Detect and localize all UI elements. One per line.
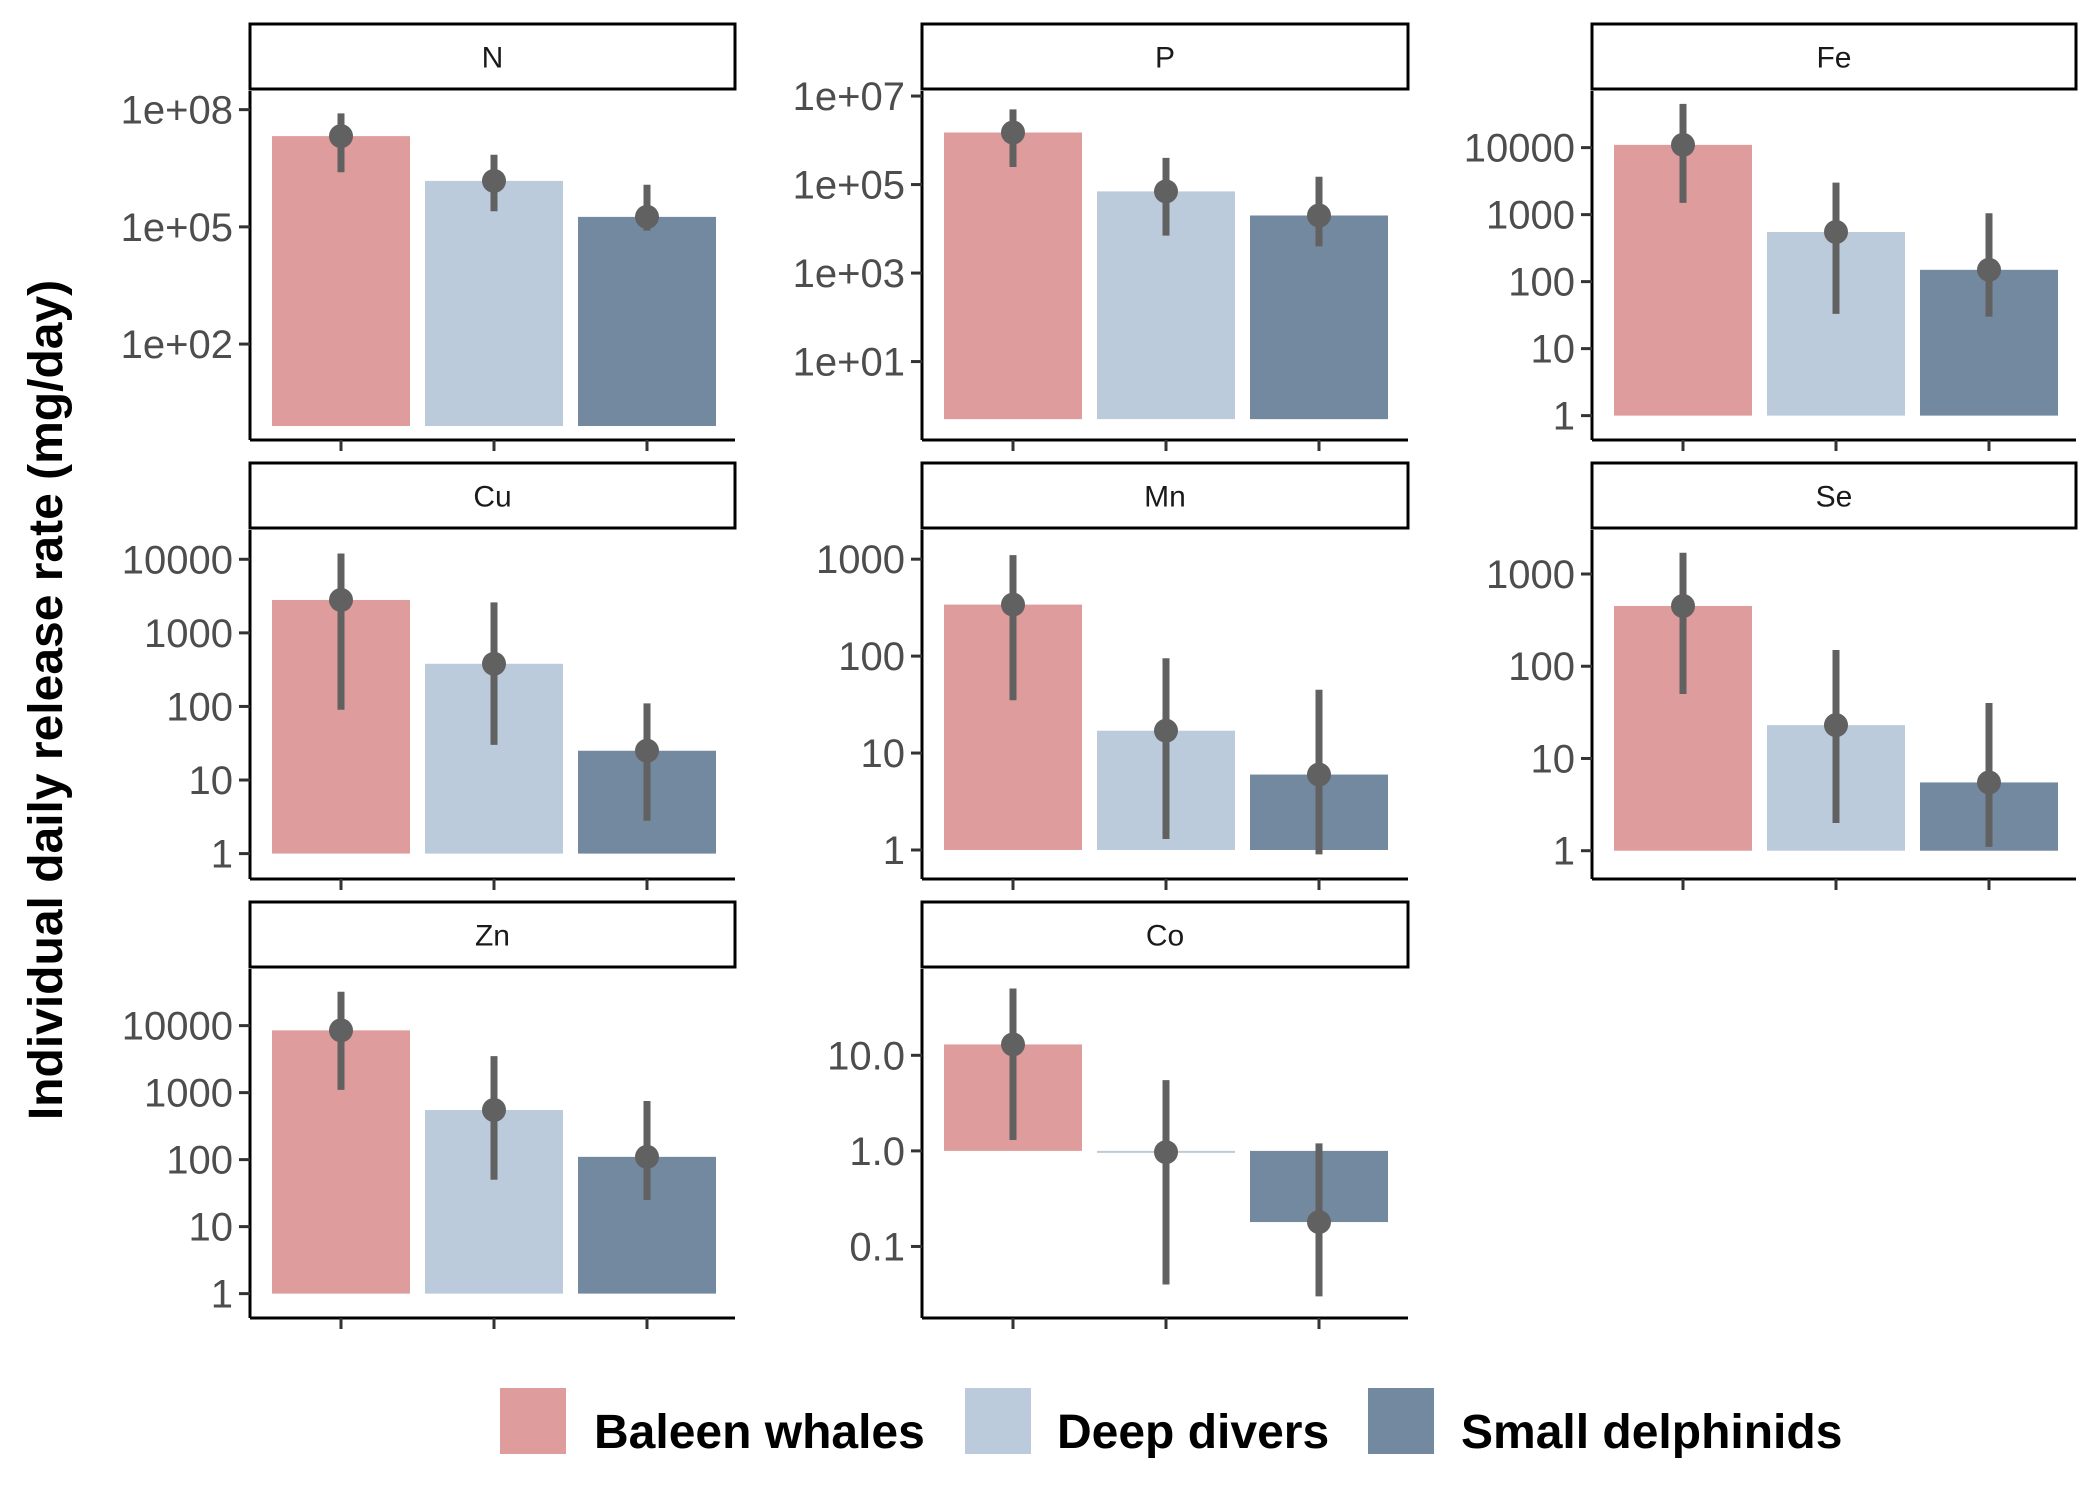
- panel-fe-y-tick-label: 100: [1508, 261, 1575, 305]
- panel-co-strip-label: Co: [1146, 920, 1184, 953]
- panel-se-point-small-delphinids: [1977, 770, 2001, 795]
- panel-p-point-deep-divers: [1154, 179, 1178, 204]
- panel-zn-point-deep-divers: [482, 1098, 506, 1123]
- legend-label-deep-divers: Deep divers: [1057, 1406, 1329, 1459]
- panel-cu-y-tick-label: 1000: [144, 612, 233, 656]
- panel-se-y-tick-label: 10: [1531, 737, 1576, 781]
- panel-co-strip: [920, 900, 1410, 969]
- legend-label-small-delphinids: Small delphinids: [1461, 1406, 1842, 1459]
- panel-cu-point-baleen-whales: [329, 587, 353, 612]
- panel-p-y-tick-label: 1e+01: [793, 341, 905, 385]
- panel-co-y-tick-label: 10.0: [827, 1034, 905, 1078]
- panel-cu-y-tick-label: 10000: [122, 538, 233, 582]
- panel-zn-y-tick-label: 1: [211, 1273, 233, 1317]
- panel-cu-point-small-delphinids: [635, 738, 659, 763]
- panel-p-point-baleen-whales: [1001, 120, 1025, 145]
- panel-zn-strip: [248, 900, 737, 969]
- panel-zn-y-tick-label: 1000: [144, 1072, 233, 1116]
- panel-co: Co 0.1 1.0 10.0: [827, 900, 1410, 1329]
- panels-layer: N 1e+02 1e+05 1e+08 P 1e+01 1e+03 1e+05 1e+07 Fe 1…: [121, 22, 2078, 1329]
- panel-fe-strip: [1590, 22, 2078, 91]
- panel-p: P 1e+01 1e+03 1e+05 1e+07: [793, 22, 1410, 451]
- panel-mn-strip: [920, 461, 1410, 530]
- panel-n-y-tick-label: 1e+05: [121, 206, 233, 250]
- panel-fe-point-baleen-whales: [1671, 132, 1695, 157]
- panel-co-y-tick-label: 0.1: [849, 1225, 905, 1269]
- panel-fe-point-small-delphinids: [1977, 257, 2001, 282]
- panel-n-point-small-delphinids: [635, 204, 659, 229]
- legend-key-deep-divers: [965, 1388, 1031, 1454]
- panel-co-point-small-delphinids: [1307, 1210, 1331, 1235]
- panel-mn-strip-label: Mn: [1144, 481, 1186, 514]
- panel-p-strip-label: P: [1155, 42, 1175, 75]
- panel-cu-y-tick-label: 1: [211, 833, 233, 877]
- panel-mn-point-small-delphinids: [1307, 762, 1331, 787]
- legend-key-baleen-whales: [500, 1388, 566, 1454]
- panel-p-bar-small-delphinids: [1250, 215, 1388, 420]
- panel-zn-point-small-delphinids: [635, 1144, 659, 1169]
- y-axis-title: Individual daily release rate (mg/day): [20, 280, 73, 1120]
- panel-fe-y-tick-label: 1000: [1486, 194, 1575, 238]
- panel-zn: Zn 1 10 100 1000 10000: [122, 900, 737, 1329]
- panel-zn-point-baleen-whales: [329, 1018, 353, 1043]
- panel-cu-y-tick-label: 10: [189, 759, 234, 803]
- panel-zn-y-tick-label: 10000: [122, 1005, 233, 1049]
- panel-n-strip-label: N: [482, 42, 504, 75]
- panel-mn-y-tick-label: 1000: [816, 538, 905, 582]
- panel-p-y-tick-label: 1e+07: [793, 75, 905, 119]
- panel-se-y-tick-label: 100: [1508, 645, 1575, 689]
- panel-fe-y-tick-label: 1: [1553, 395, 1575, 439]
- panel-n-y-tick-label: 1e+08: [121, 89, 233, 133]
- panel-p-bar-baleen-whales: [944, 132, 1082, 420]
- panel-zn-y-tick-label: 100: [166, 1139, 233, 1183]
- panel-se-strip-label: Se: [1816, 481, 1853, 514]
- panel-co-point-deep-divers: [1154, 1140, 1178, 1165]
- panel-se-point-deep-divers: [1824, 713, 1848, 738]
- panel-n-bar-baleen-whales: [272, 136, 410, 426]
- panel-mn-point-baleen-whales: [1001, 592, 1025, 617]
- panel-p-y-tick-label: 1e+05: [793, 164, 905, 208]
- panel-fe-y-tick-label: 10000: [1464, 127, 1575, 171]
- panel-fe: Fe 1 10 100 1000 10000: [1464, 22, 2078, 451]
- panel-mn: Mn 1 10 100 1000: [816, 461, 1410, 890]
- panel-se-y-tick-label: 1000: [1486, 553, 1575, 597]
- panel-n-strip: [248, 22, 737, 91]
- panel-co-point-baleen-whales: [1001, 1032, 1025, 1057]
- panel-n-point-baleen-whales: [329, 124, 353, 149]
- panel-cu-y-tick-label: 100: [166, 685, 233, 729]
- panel-mn-y-tick-label: 10: [861, 732, 906, 776]
- panel-se-y-tick-label: 1: [1553, 830, 1575, 874]
- panel-zn-y-tick-label: 10: [189, 1206, 234, 1250]
- panel-n: N 1e+02 1e+05 1e+08: [121, 22, 737, 451]
- panel-fe-y-tick-label: 10: [1531, 328, 1576, 372]
- panel-fe-strip-label: Fe: [1816, 42, 1851, 75]
- panel-cu-point-deep-divers: [482, 651, 506, 676]
- panel-fe-point-deep-divers: [1824, 220, 1848, 245]
- panel-cu-strip-label: Cu: [473, 481, 511, 514]
- panel-n-bar-small-delphinids: [578, 216, 716, 426]
- panel-cu: Cu 1 10 100 1000 10000: [122, 461, 737, 890]
- panel-se-point-baleen-whales: [1671, 593, 1695, 618]
- panel-n-bar-deep-divers: [425, 180, 563, 426]
- legend-key-small-delphinids: [1368, 1388, 1434, 1454]
- panel-n-y-tick-label: 1e+02: [121, 323, 233, 367]
- panel-mn-y-tick-label: 1: [883, 829, 905, 873]
- panel-co-y-tick-label: 1.0: [849, 1130, 905, 1174]
- legend: Baleen whales Deep divers Small delphinids: [500, 1388, 1842, 1459]
- panel-cu-strip: [248, 461, 737, 530]
- panel-zn-strip-label: Zn: [475, 920, 510, 953]
- panel-n-point-deep-divers: [482, 168, 506, 193]
- panel-mn-point-deep-divers: [1154, 718, 1178, 743]
- panel-p-y-tick-label: 1e+03: [793, 252, 905, 296]
- panel-mn-y-tick-label: 100: [838, 635, 905, 679]
- panel-se-strip: [1590, 461, 2078, 530]
- panel-p-point-small-delphinids: [1307, 203, 1331, 228]
- panel-se: Se 1 10 100 1000: [1486, 461, 2078, 890]
- panel-p-strip: [920, 22, 1410, 91]
- legend-label-baleen-whales: Baleen whales: [594, 1406, 925, 1459]
